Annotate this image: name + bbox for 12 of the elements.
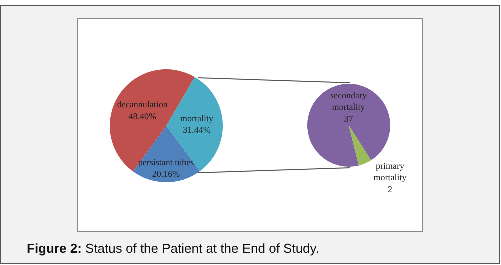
data-label: 31.44% [183,125,212,136]
slice-label: secondary mortality [330,90,368,112]
slice-label: persistant tubes [138,157,195,168]
slice-label: primary mortality [374,161,408,183]
slice-label: decannulation [117,100,168,110]
data-label: 2 [388,184,392,194]
caption: Figure 2: Status of the Patient at the End of Study. [27,241,320,256]
pie-slice [349,126,372,166]
data-label: 20.16% [152,169,181,180]
data-label: 37 [344,114,354,124]
slice-label: mortality [180,113,214,124]
data-label: 48.40% [128,111,157,122]
